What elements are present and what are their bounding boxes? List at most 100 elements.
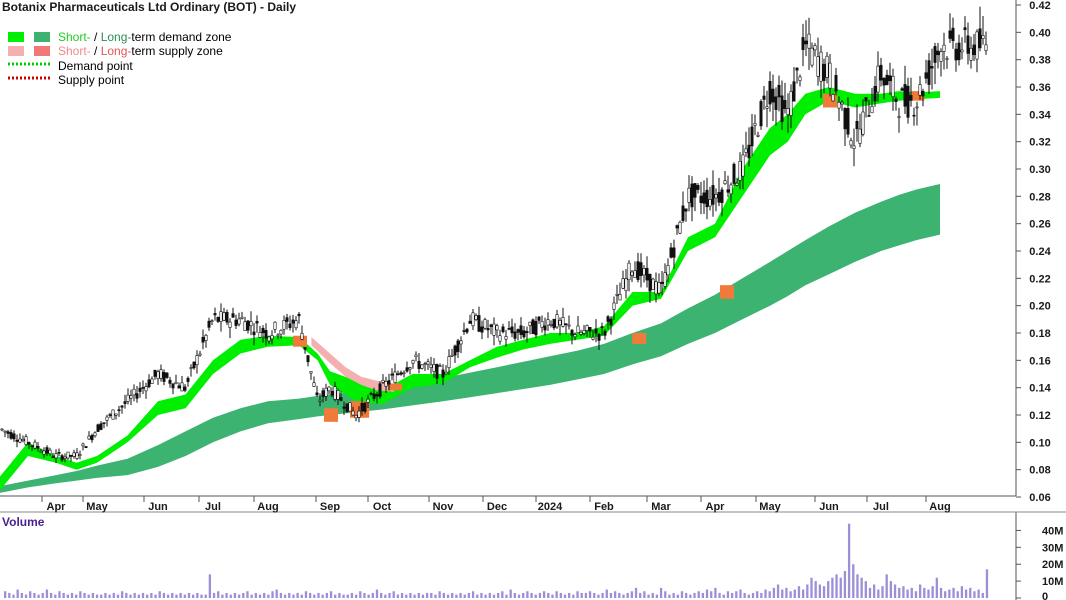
volume-bar (288, 592, 291, 598)
volume-bar (785, 587, 788, 598)
volume-bar (593, 592, 596, 598)
price-bar-body (504, 336, 508, 340)
volume-bar (768, 591, 771, 598)
volume-bar (898, 587, 901, 598)
volume-bar (283, 594, 287, 598)
volume-bar (492, 594, 496, 598)
price-bar-body (933, 46, 937, 63)
volume-bar (112, 592, 115, 598)
price-bar-body (381, 379, 385, 383)
price-bar-body (735, 182, 739, 186)
volume-bar (526, 591, 529, 598)
volume-bar (37, 594, 40, 598)
volume-bar (137, 594, 140, 598)
price-bar-body (144, 386, 148, 392)
volume-bar (380, 592, 383, 598)
x-tick-label: Aug (257, 501, 278, 513)
price-bar-body (423, 363, 427, 365)
volume-bar (739, 589, 742, 598)
price-bar-body (204, 334, 208, 341)
price-bar-body (123, 401, 127, 404)
price-bar-body (669, 247, 673, 258)
price-bar-body (246, 320, 250, 331)
volume-bar (751, 592, 755, 598)
volume-bar (885, 574, 888, 598)
price-bar-body (45, 447, 49, 454)
y-tick-label: 0.24 (1029, 246, 1051, 258)
price-bar-body (90, 435, 94, 441)
price-bar-body (777, 84, 781, 98)
y-tick-label: 0.08 (1029, 465, 1050, 477)
price-bar-body (876, 65, 880, 93)
price-bar-body (840, 101, 844, 105)
price-bar-body (366, 398, 370, 403)
price-bar-body (165, 372, 169, 378)
price-bar-body (831, 94, 835, 102)
volume-bar (246, 591, 249, 598)
price-bar-body (885, 74, 889, 86)
volume-bar (233, 592, 237, 598)
volume-bar (279, 592, 283, 598)
price-bar-body (531, 319, 535, 335)
price-bar-body (597, 333, 601, 341)
price-bar-body (333, 386, 337, 400)
price-bar-body (255, 321, 259, 324)
price-bar-body (642, 268, 646, 276)
price-bar-body (273, 321, 277, 330)
volume-bar (434, 594, 437, 598)
price-bar-body (465, 328, 469, 333)
price-bar-body (402, 372, 406, 375)
price-bar-body (207, 320, 211, 328)
price-bar-body (588, 327, 592, 332)
volume-bar (622, 594, 625, 598)
price-bar-body (648, 273, 652, 292)
price-bar-body (969, 47, 973, 61)
price-bar-body (711, 185, 715, 205)
price-bar-body (171, 383, 175, 389)
price-bar-body (435, 364, 439, 379)
volume-bar (697, 591, 700, 598)
volume-bar (417, 592, 420, 598)
volume-bar (29, 591, 32, 598)
volume-bar (893, 584, 897, 598)
volume-bar (54, 594, 57, 598)
volume-bar (421, 594, 425, 598)
volume-bar (313, 594, 316, 598)
price-bar-body (786, 108, 790, 115)
volume-bar (630, 591, 633, 598)
volume-bar (948, 589, 951, 598)
volume-bar (710, 591, 713, 598)
supply-highlight (388, 383, 403, 391)
x-tick-label: Oct (373, 501, 392, 513)
price-bar-body (102, 422, 106, 424)
volume-bar (634, 587, 638, 598)
price-bar-body (48, 449, 52, 454)
y-tick-label: 0.30 (1029, 164, 1050, 176)
price-bar-body (759, 101, 763, 127)
x-tick-label: May (759, 501, 781, 513)
price-bar-body (495, 325, 499, 331)
price-bar-body (921, 90, 925, 97)
price-bar-body (906, 85, 910, 118)
price-bar-body (480, 326, 484, 333)
price-bar-body (294, 320, 298, 329)
price-bar-body (276, 334, 280, 337)
volume-bar (125, 592, 128, 598)
price-bar-body (768, 81, 772, 105)
volume-bar (384, 594, 387, 598)
volume-bar (275, 589, 278, 598)
price-bar-body (390, 373, 394, 376)
volume-bar (873, 584, 876, 598)
volume-bar (392, 591, 395, 598)
price-y-ticks: 0.06 0.08 0.10 0.12 0.14 0.16 0.18 0.20 0.22 0.24… (1016, 0, 1052, 504)
volume-bar (83, 592, 86, 598)
price-bar-body (477, 315, 481, 332)
zones-layer (0, 87, 940, 493)
volume-bar (877, 589, 880, 598)
price-bar-body (609, 318, 613, 326)
price-bar-body (174, 381, 178, 384)
price-bar-body (558, 320, 562, 326)
volume-bar (150, 592, 153, 598)
volume-bar (166, 594, 170, 598)
legend-short-supply-swatch (8, 46, 24, 56)
